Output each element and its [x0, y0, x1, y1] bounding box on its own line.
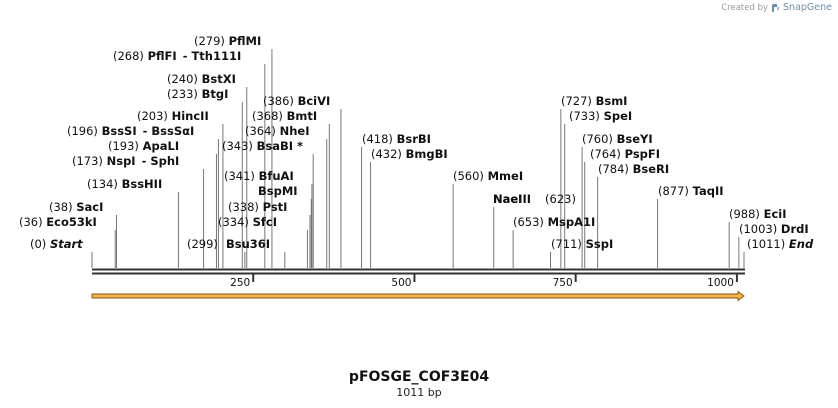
- site-label-naei[interactable]: NaeI: [493, 192, 522, 206]
- site-label-mspa1i[interactable]: (653) MspA1I: [513, 215, 595, 229]
- site-label-mmei[interactable]: (560) MmeI: [453, 169, 523, 183]
- site-label-sspi[interactable]: (711) SspI: [551, 237, 613, 251]
- watermark-prefix: Created by: [721, 2, 769, 13]
- snapgene-logo-icon: [772, 3, 780, 12]
- orf-arrow[interactable]: [91, 290, 745, 302]
- axis-tick-label-1000: 1000: [707, 277, 734, 289]
- site-label-naeiii[interactable]: NaeIII (623): [493, 192, 576, 206]
- site-label-start[interactable]: (0) Start: [30, 237, 83, 251]
- axis-tick-label-750: 750: [553, 277, 573, 289]
- axis-tick-label-250: 250: [230, 277, 250, 289]
- site-label-bsabi-[interactable]: (343) BsaBI *: [222, 139, 303, 153]
- site-label-bcivi[interactable]: (386) BciVI: [263, 94, 330, 108]
- site-labels: (0) Start (36) Eco53kI(38) SacI (134) BssH…: [19, 34, 814, 251]
- site-label-bmti[interactable]: (368) BmtI: [252, 109, 317, 123]
- site-label-bmgbi[interactable]: (432) BmgBI: [371, 147, 448, 161]
- site-label-eco53ki[interactable]: (36) Eco53kI: [19, 215, 97, 229]
- site-label-bspmi[interactable]: BspMI: [258, 184, 298, 198]
- orf-feature[interactable]: [91, 290, 745, 302]
- site-label-bseri[interactable]: (784) BseRI: [598, 162, 669, 176]
- site-label-nhei[interactable]: (364) NheI: [245, 124, 309, 138]
- site-label-bsmi[interactable]: (727) BsmI: [561, 94, 627, 108]
- site-label-unnamed[interactable]: (299): [187, 237, 218, 251]
- site-label-bseyi[interactable]: (760) BseYI: [582, 132, 653, 146]
- site-label-spei[interactable]: (733) SpeI: [569, 109, 632, 123]
- site-label-drdi[interactable]: (1003) DrdI: [739, 222, 809, 236]
- site-label-psti[interactable]: (338) PstI: [228, 200, 287, 214]
- sequence-length: 1011 bp: [396, 386, 442, 399]
- site-label-bsshii[interactable]: (134) BssHII: [87, 177, 162, 191]
- site-label-bfuai[interactable]: (341) BfuAI: [224, 169, 294, 183]
- site-label-pflmi[interactable]: (279) PflMI: [194, 34, 261, 48]
- site-label-sfci[interactable]: (334) SfcI: [218, 215, 277, 229]
- site-label-bsssi[interactable]: (196) BssSI - BssSαI: [67, 124, 194, 138]
- site-label-pspfi[interactable]: (764) PspFI: [590, 147, 660, 161]
- site-label-taqii[interactable]: (877) TaqII: [658, 184, 724, 198]
- site-label-hincii[interactable]: (203) HincII: [137, 109, 209, 123]
- snapgene-watermark: Created by SnapGene: [721, 2, 832, 13]
- site-label-end[interactable]: (1011) End: [747, 237, 814, 251]
- site-label-ecii[interactable]: (988) EciI: [729, 207, 787, 221]
- site-label-btgi[interactable]: (233) BtgI: [167, 87, 228, 101]
- site-label-bsrbi[interactable]: (418) BsrBI: [362, 132, 431, 146]
- site-label-apali[interactable]: (193) ApaLI: [108, 139, 179, 153]
- axis-tick-label-500: 500: [391, 277, 411, 289]
- axis-ticks: 250 500 750 1000: [230, 274, 738, 289]
- site-label-bsu36i[interactable]: Bsu36I: [226, 237, 270, 251]
- site-label-pflfi[interactable]: (268) PflFI - Tth111I: [113, 49, 241, 63]
- site-label-saci[interactable]: (38) SacI: [49, 200, 103, 214]
- watermark-brand: SnapGene: [783, 2, 832, 13]
- sequence-name: pFOSGE_COF3E04: [348, 369, 490, 385]
- site-leader-lines: [91, 49, 745, 268]
- site-label-nspi[interactable]: (173) NspI - SphI: [72, 154, 179, 168]
- site-label-bstxi[interactable]: (240) BstXI: [167, 72, 236, 86]
- backbone: [92, 268, 745, 275]
